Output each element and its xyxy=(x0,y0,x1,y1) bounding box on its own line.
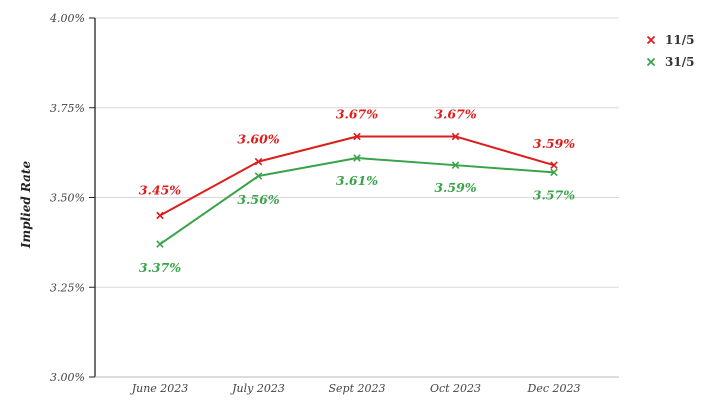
legend-marker xyxy=(646,57,656,67)
y-tick-label: 4.00% xyxy=(49,12,85,25)
data-label: 3.56% xyxy=(237,192,279,207)
legend-label: 31/5 xyxy=(665,55,694,69)
data-point-marker xyxy=(254,157,263,166)
data-label: 3.59% xyxy=(434,180,476,195)
data-point-marker xyxy=(254,172,263,180)
data-label: 3.45% xyxy=(139,182,181,197)
y-tick-label: 3.00% xyxy=(50,371,85,384)
data-label: 3.67% xyxy=(336,106,378,121)
x-tick-label: Sept 2023 xyxy=(329,382,386,395)
y-axis-title: Implied Rate xyxy=(19,161,33,250)
x-axis-ticks: June 2023 July 2023 Sept 2023 Oct 2023 Dec 2… xyxy=(130,382,581,395)
data-point-marker xyxy=(353,154,361,162)
data-point-marker xyxy=(451,161,460,169)
x-tick-label: Dec 2023 xyxy=(527,382,581,395)
data-point-marker xyxy=(451,132,460,141)
data-point-marker xyxy=(156,211,164,220)
y-tick-label: 3.50% xyxy=(50,192,85,205)
data-point-marker xyxy=(156,240,164,248)
x-tick-label: Oct 2023 xyxy=(430,382,481,395)
y-tick-label: 3.25% xyxy=(50,281,85,294)
legend-label: 11/5 xyxy=(665,33,694,47)
data-label: 3.60% xyxy=(237,132,279,147)
data-label: 3.61% xyxy=(336,173,378,188)
data-point-marker xyxy=(550,168,558,177)
x-tick-label: June 2023 xyxy=(130,382,189,395)
data-label: 3.59% xyxy=(533,136,575,151)
data-label: 3.37% xyxy=(139,260,181,275)
x-tick-label: July 2023 xyxy=(230,382,285,395)
data-label: 3.57% xyxy=(533,187,575,202)
legend: 11/5 31/5 xyxy=(646,33,694,69)
series-line-31-5 xyxy=(159,157,555,245)
y-axis-ticks: 3.00% 3.25% 3.50% 3.75% 4.00% xyxy=(49,12,95,384)
data-label: 3.67% xyxy=(434,106,476,121)
legend-marker xyxy=(646,35,656,45)
data-point-marker xyxy=(550,161,558,169)
series-group: 3.45% 3.60% 3.67% 3.67% 3.59% 3.37% 3.56% 3.61%… xyxy=(139,106,575,275)
y-tick-label: 3.75% xyxy=(50,102,85,115)
data-point-marker xyxy=(353,132,361,141)
